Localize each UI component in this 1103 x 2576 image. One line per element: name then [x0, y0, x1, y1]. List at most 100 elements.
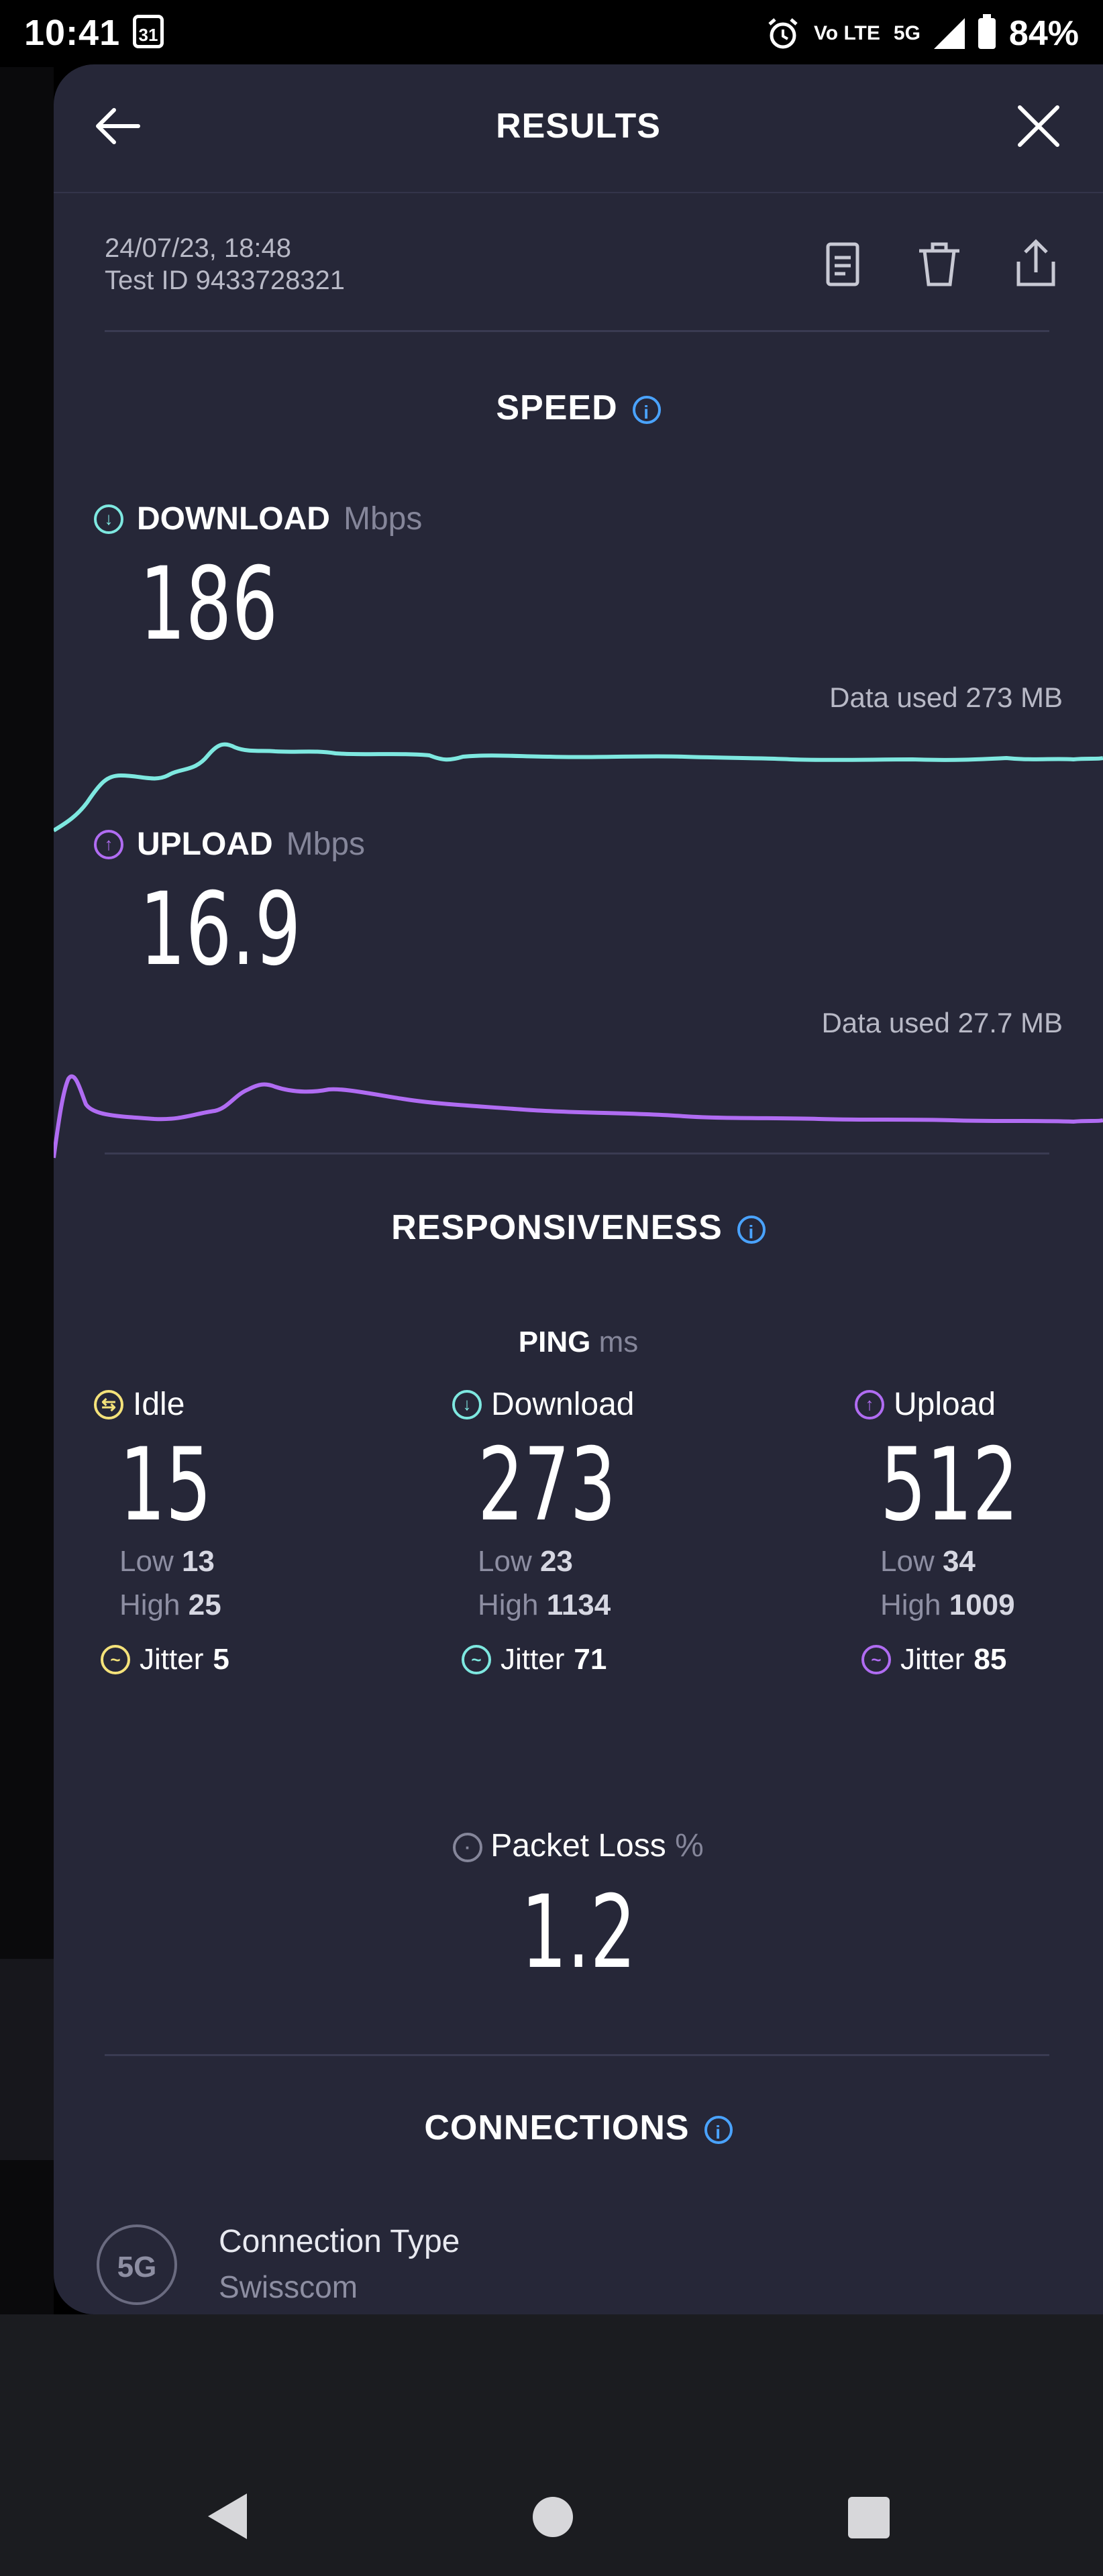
upload-title: UPLOAD: [137, 826, 273, 862]
network-type: 5G: [893, 22, 921, 44]
battery-percent: 84%: [1008, 14, 1079, 53]
jitter-value: 85: [974, 1643, 1007, 1676]
download-unit: Mbps: [343, 501, 423, 537]
connections-title: CONNECTIONS: [424, 2108, 690, 2147]
download-high: High 1134: [478, 1588, 734, 1623]
test-id: Test ID 9433728321: [105, 266, 346, 295]
background-app: [0, 67, 54, 2314]
divider: [105, 2054, 1049, 2056]
upload-jitter: ~ Jitter 85: [861, 1643, 1103, 1676]
upload-unit: Mbps: [286, 826, 366, 862]
alarm-icon: [768, 18, 798, 49]
high-value: 1134: [546, 1589, 611, 1621]
high-label: High: [880, 1589, 941, 1621]
test-meta: 24/07/23, 18:48 Test ID 9433728321: [105, 232, 345, 297]
upload-value: 16.9: [140, 871, 301, 988]
upload-label: ↑ UPLOAD Mbps: [94, 826, 365, 863]
upload-arrow-icon: ↑: [855, 1389, 884, 1419]
idle-jitter: ~ Jitter 5: [101, 1643, 376, 1676]
ping-upload-column: ↑ Upload 512 Low 34 High 1009 ~ Jitter 85: [855, 1386, 1103, 1676]
packet-loss-value-wrap: 1.2: [54, 1882, 1103, 1983]
low-value: 34: [942, 1545, 976, 1578]
delete-icon[interactable]: [912, 237, 966, 291]
low-value: 13: [181, 1545, 215, 1578]
responsiveness-section-title: RESPONSIVENESS i: [54, 1208, 1103, 1248]
close-icon[interactable]: [1012, 99, 1065, 153]
ping-idle-column: ⇆ Idle 15 Low 13 High 25 ~ Jitter 5: [94, 1386, 376, 1676]
jitter-label: Jitter: [501, 1643, 565, 1676]
5g-icon: 5G: [97, 2224, 177, 2305]
high-label: High: [119, 1589, 180, 1621]
results-header: RESULTS: [54, 64, 1103, 193]
ping-label: PING ms: [54, 1326, 1103, 1359]
calendar-icon: 31: [133, 15, 164, 48]
nav-recents-icon[interactable]: [848, 2497, 890, 2538]
ping-title: PING: [518, 1326, 591, 1358]
result-actions: [816, 237, 1063, 291]
test-datetime: 24/07/23, 18:48: [105, 233, 292, 263]
download-ping-value: 273: [478, 1427, 617, 1544]
download-title: DOWNLOAD: [137, 501, 330, 537]
upload-chart: [54, 1074, 1103, 1159]
download-chart: [54, 742, 1103, 833]
page-title: RESULTS: [496, 107, 661, 146]
packet-loss-title: Packet Loss: [490, 1828, 666, 1864]
upload-arrow-icon: ↑: [94, 829, 123, 859]
idle-ping-value: 15: [119, 1427, 212, 1544]
jitter-label: Jitter: [900, 1643, 965, 1676]
upload-data-used: Data used 27.7 MB: [821, 1007, 1063, 1038]
idle-low: Low 13: [119, 1536, 376, 1588]
info-icon[interactable]: i: [632, 396, 661, 425]
connections-section-title: CONNECTIONS i: [54, 2108, 1103, 2148]
ping-download-column: ↓ Download 273 Low 23 High 1134 ~ Jitter…: [452, 1386, 734, 1676]
status-time: 10:41: [24, 13, 121, 53]
ping-upload-label: ↑ Upload: [855, 1386, 1103, 1423]
low-label: Low: [478, 1545, 532, 1578]
ping-idle-label: ⇆ Idle: [94, 1386, 376, 1423]
packet-loss-icon: ·: [453, 1833, 483, 1863]
jitter-icon: ~: [861, 1645, 891, 1674]
download-arrow-icon: ↓: [452, 1389, 482, 1419]
packet-loss-unit: %: [675, 1828, 704, 1864]
status-bar: 10:41 31 Vo LTE 5G 84%: [0, 0, 1103, 67]
jitter-value: 5: [213, 1643, 229, 1676]
jitter-icon: ~: [462, 1645, 491, 1674]
idle-high: High 25: [119, 1588, 376, 1623]
connection-provider: Swisscom: [219, 2269, 358, 2304]
low-value: 23: [539, 1545, 573, 1578]
back-arrow-icon[interactable]: [91, 99, 145, 153]
packet-loss-label: · Packet Loss %: [54, 1827, 1103, 1864]
volte-indicator: Vo LTE: [814, 22, 880, 44]
info-icon[interactable]: i: [704, 2116, 733, 2145]
download-ping-title: Download: [491, 1387, 635, 1422]
high-value: 25: [188, 1589, 221, 1621]
upload-low: Low 34: [880, 1536, 1103, 1588]
high-label: High: [478, 1589, 539, 1621]
download-jitter: ~ Jitter 71: [462, 1643, 734, 1676]
report-icon[interactable]: [816, 237, 870, 291]
download-low: Low 23: [478, 1536, 734, 1588]
download-value: 186: [140, 546, 278, 663]
jitter-label: Jitter: [140, 1643, 204, 1676]
idle-icon: ⇆: [94, 1389, 123, 1419]
divider: [105, 330, 1049, 332]
share-icon[interactable]: [1009, 237, 1063, 291]
upload-ping-title: Upload: [894, 1387, 996, 1422]
info-icon[interactable]: i: [737, 1216, 766, 1244]
low-label: Low: [119, 1545, 174, 1578]
nav-home-icon[interactable]: [533, 2497, 573, 2537]
jitter-icon: ~: [101, 1645, 130, 1674]
battery-icon: [978, 14, 996, 49]
signal-icon: [933, 18, 965, 49]
status-icons: Vo LTE 5G 84%: [766, 12, 1079, 55]
speed-title: SPEED: [496, 388, 618, 427]
high-value: 1009: [949, 1589, 1015, 1621]
connection-type-label: Connection Type: [219, 2224, 460, 2259]
idle-title: Idle: [133, 1387, 185, 1422]
packet-loss-value: 1.2: [521, 1874, 636, 1991]
speed-section-title: SPEED i: [54, 388, 1103, 428]
divider: [105, 1152, 1049, 1155]
download-data-used: Data used 273 MB: [829, 682, 1063, 713]
nav-back-icon[interactable]: [208, 2493, 247, 2539]
responsiveness-title: RESPONSIVENESS: [391, 1208, 723, 1247]
